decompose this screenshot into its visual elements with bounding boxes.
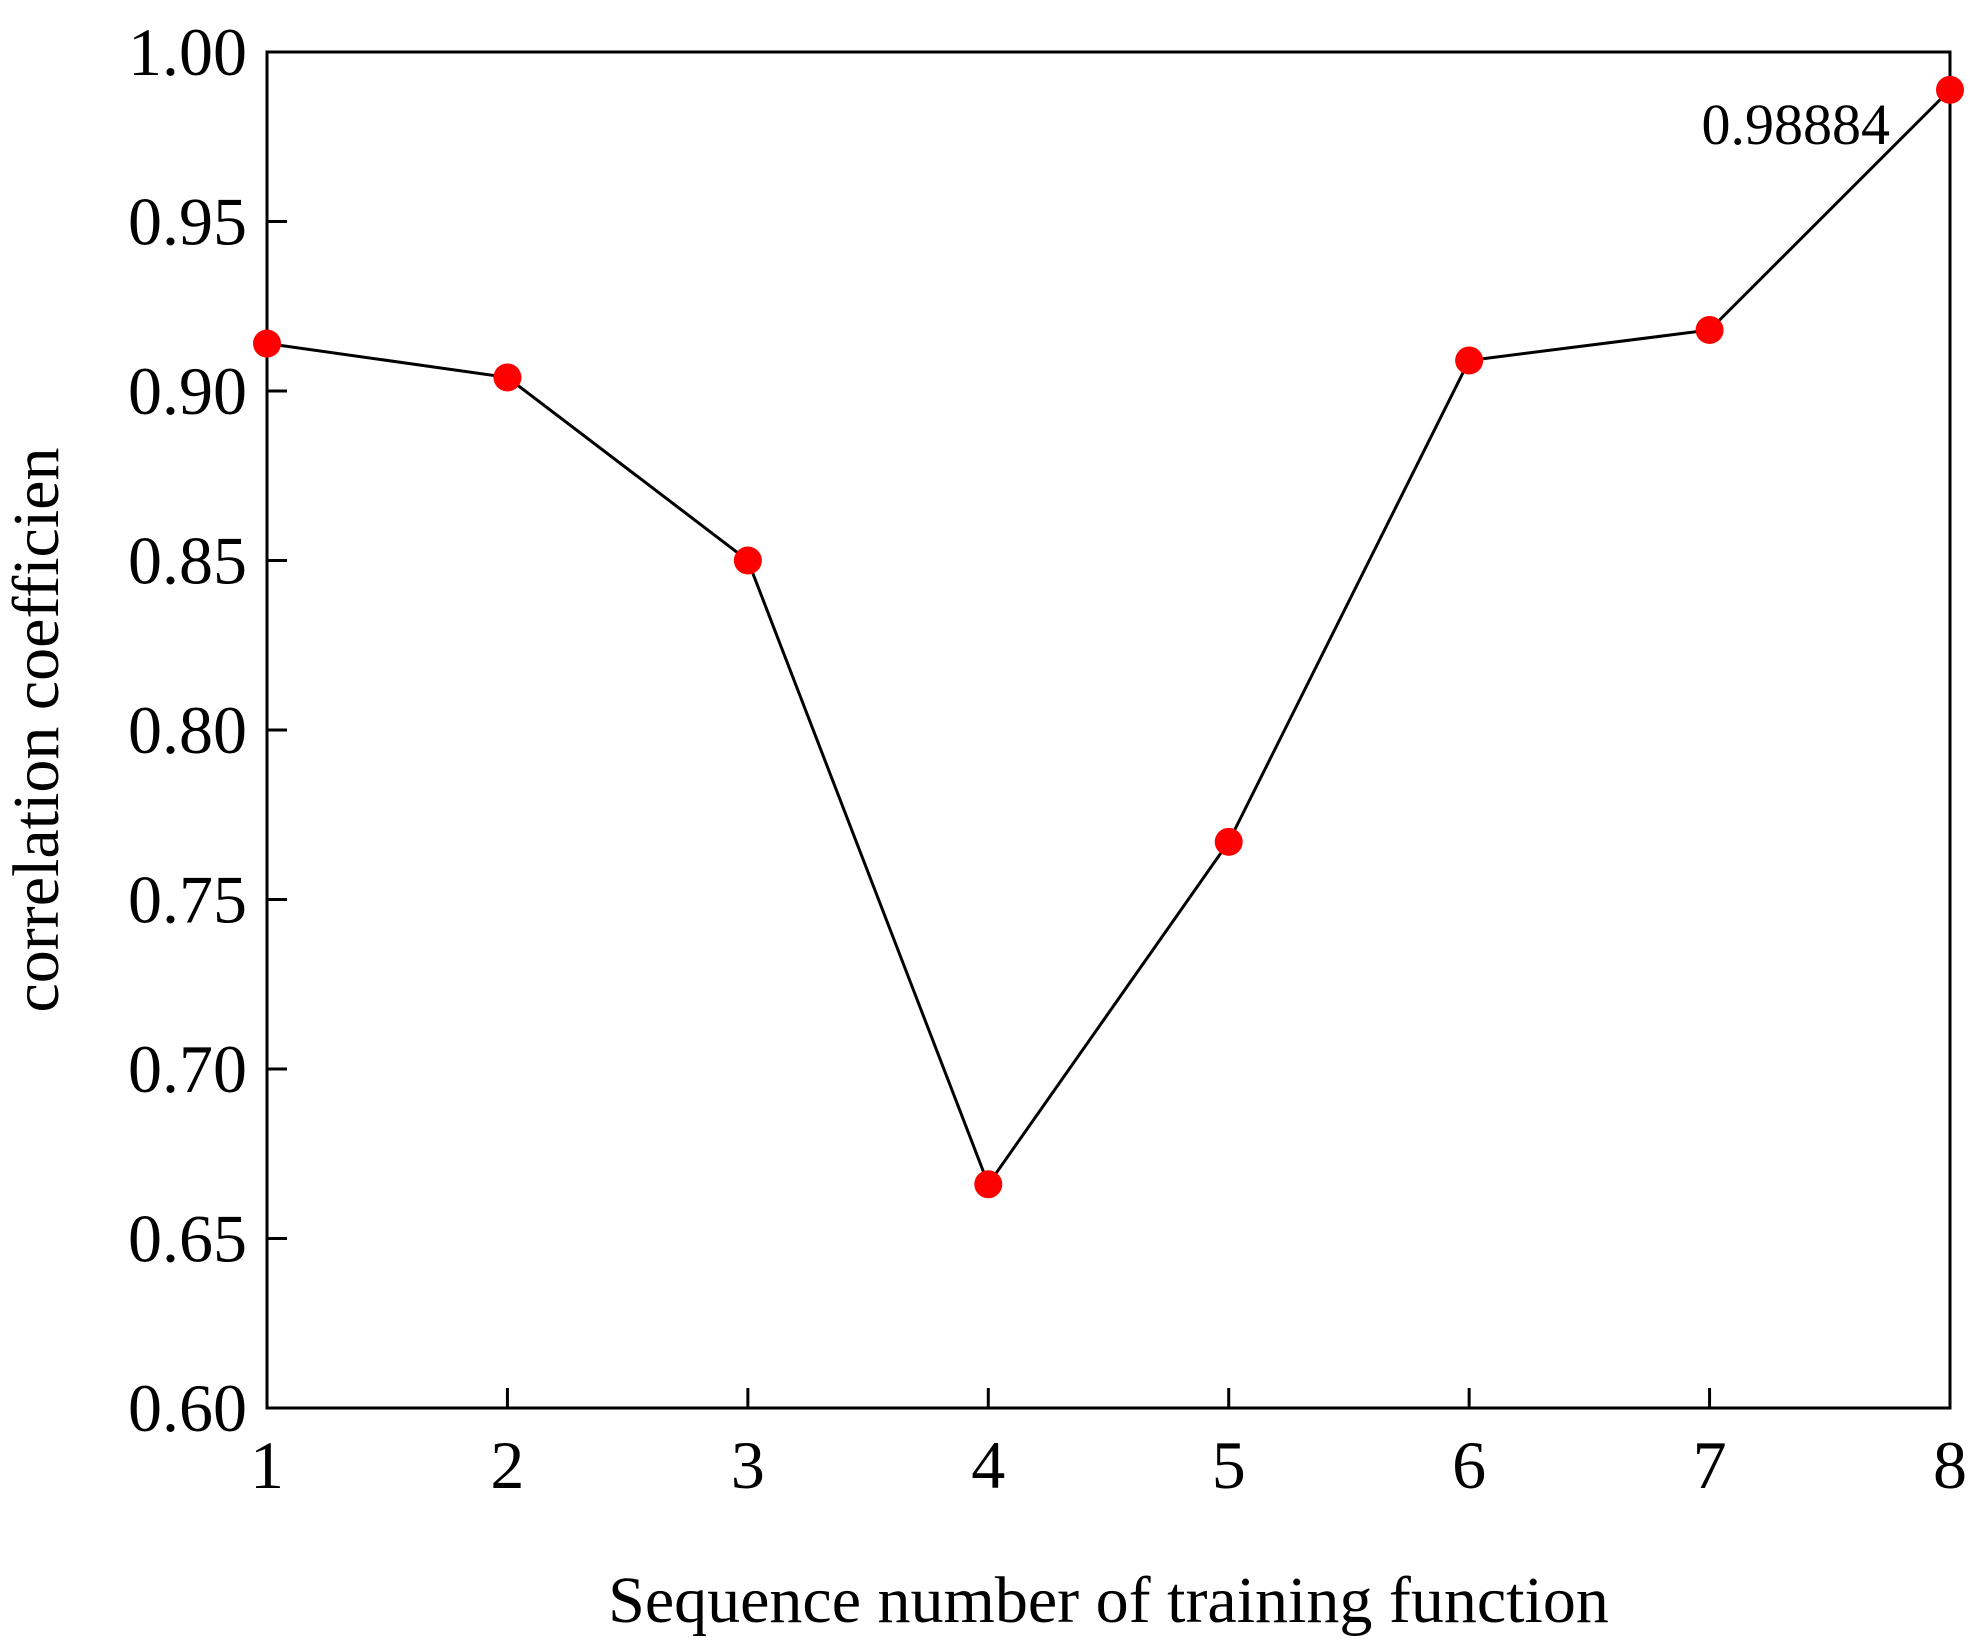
y-tick-label: 0.70 <box>128 1031 247 1107</box>
y-tick-label: 0.75 <box>128 862 247 938</box>
y-tick-label: 0.65 <box>128 1201 247 1277</box>
plot-frame <box>265 50 1952 1410</box>
y-tick-label: 0.60 <box>128 1370 247 1446</box>
axes <box>265 50 1952 1410</box>
data-point <box>493 363 522 392</box>
series-layer: 0.98884 <box>253 75 1964 1199</box>
ticks: 1 2 3 4 5 6 7 8 0.60 0.65 0.70 0.75 0.80 0.85 0.90 0.95… <box>128 14 1967 1503</box>
data-point <box>253 329 281 358</box>
y-tick-label: 0.95 <box>128 184 247 260</box>
x-tick-label: 6 <box>1452 1427 1486 1503</box>
labels: Sequence number of training function cor… <box>0 448 1609 1637</box>
x-tick-label: 1 <box>250 1427 284 1503</box>
data-point <box>974 1170 1003 1199</box>
data-point <box>1214 827 1243 856</box>
x-tick-label: 2 <box>490 1427 524 1503</box>
x-tick-label: 5 <box>1212 1427 1246 1503</box>
data-point <box>733 546 762 575</box>
x-axis-label: Sequence number of training function <box>608 1564 1609 1637</box>
y-tick-label: 1.00 <box>128 14 247 90</box>
annotation-label: 0.98884 <box>1702 92 1891 157</box>
series-line <box>266 88 1952 1188</box>
y-tick-label: 0.90 <box>128 353 247 429</box>
x-tick-label: 7 <box>1693 1427 1727 1503</box>
x-tick-label: 8 <box>1933 1427 1967 1503</box>
y-tick-label: 0.85 <box>128 523 247 599</box>
x-tick-label: 4 <box>971 1427 1005 1503</box>
y-axis-label: correlation coefficien <box>0 448 73 1013</box>
data-point <box>1936 75 1964 104</box>
data-point <box>1695 315 1724 344</box>
y-tick-label: 0.80 <box>128 692 247 768</box>
x-tick-label: 3 <box>731 1427 765 1503</box>
data-point <box>1455 346 1484 375</box>
